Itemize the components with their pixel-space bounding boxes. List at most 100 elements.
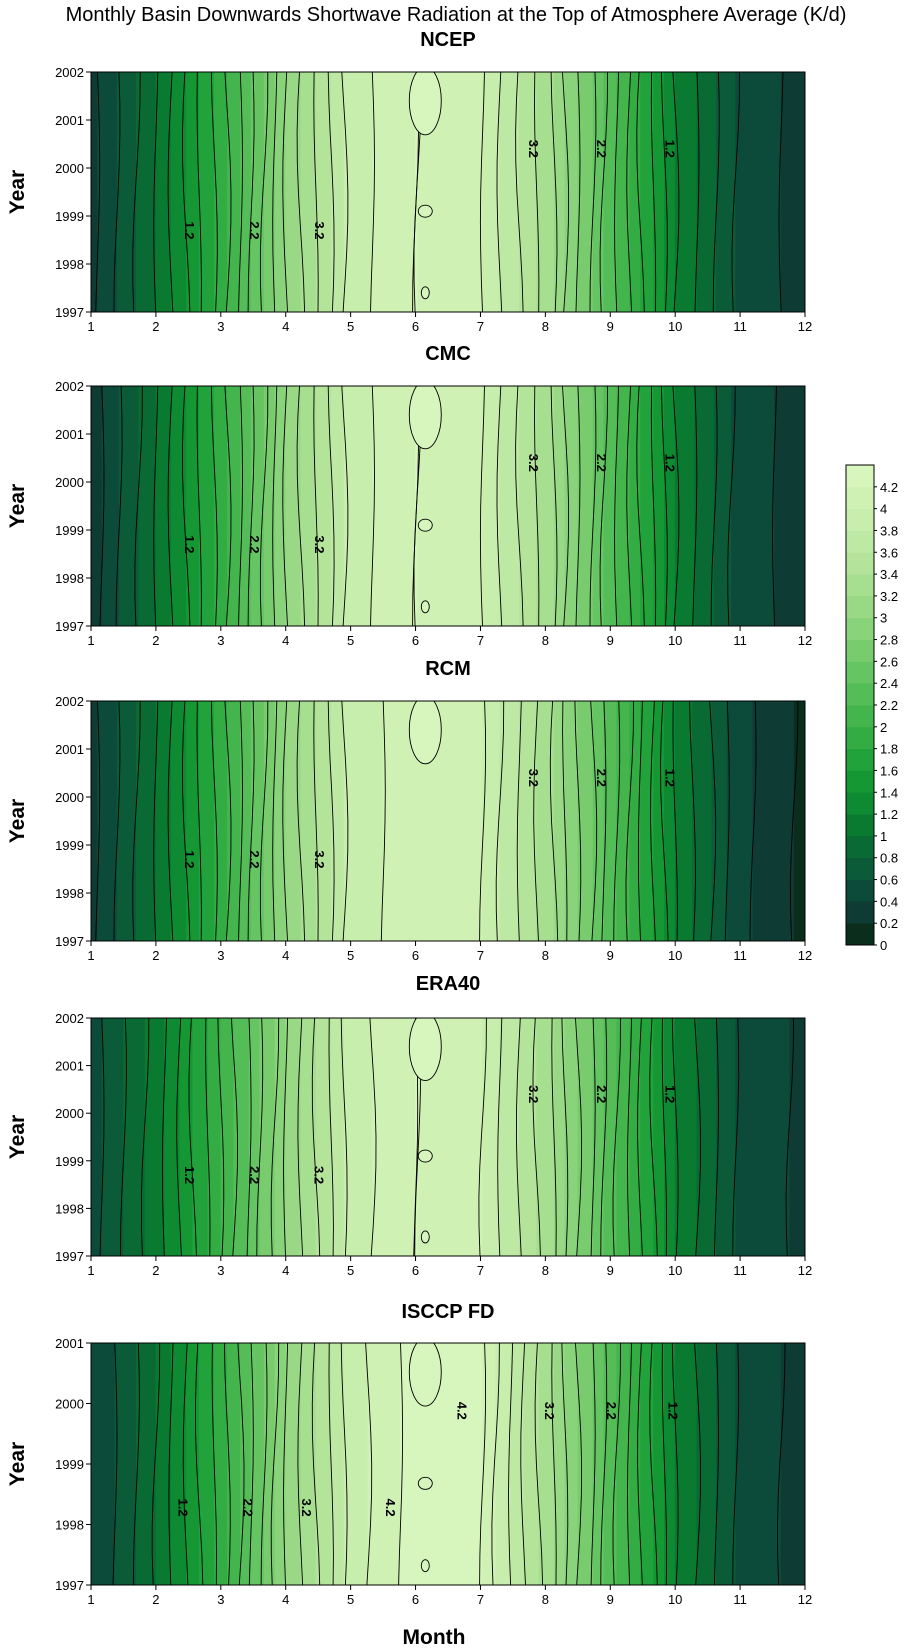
contour-line — [713, 1018, 719, 1256]
contour-band — [343, 386, 373, 626]
y-tick-label: 2000 — [55, 161, 84, 176]
contour-band — [239, 1343, 252, 1585]
contour-line — [296, 72, 306, 312]
colorbar-swatch — [846, 595, 874, 619]
x-tick-label: 6 — [412, 633, 419, 648]
contour-line — [99, 1018, 105, 1256]
colorbar: 0 0.2 0.4 0.6 0.8 1 1.2 1.4 1.6 1.8 2 2.2 2.4 2.6 2.8 3… — [845, 464, 898, 953]
contour-line — [713, 1343, 719, 1585]
y-tick-label: 2002 — [55, 1011, 84, 1026]
contour-line — [196, 72, 202, 312]
contour-line — [182, 1343, 189, 1585]
contour-line — [246, 1018, 252, 1256]
contour-band — [735, 1343, 782, 1585]
contour-line — [613, 701, 621, 941]
y-tick-label: 1998 — [55, 571, 84, 586]
x-tick-label: 7 — [477, 948, 484, 963]
contour-line — [341, 386, 349, 626]
x-tick-label: 1 — [87, 1263, 94, 1278]
contour-line — [614, 386, 620, 626]
y-tick-label: 2001 — [55, 1059, 84, 1074]
contour-band — [123, 1018, 146, 1256]
contour-line — [599, 72, 609, 312]
x-tick-label: 1 — [87, 1592, 94, 1607]
contour-line — [132, 72, 141, 312]
contour-line — [210, 386, 218, 626]
contour-band — [116, 701, 137, 941]
contour-line — [365, 1343, 373, 1585]
contour-line — [167, 386, 174, 626]
contour-label: 3.2 — [312, 850, 327, 868]
contour-label: 1.2 — [175, 1499, 190, 1517]
contour-label: 1.2 — [182, 535, 197, 553]
contour-line — [272, 701, 278, 941]
contour-label: 2.2 — [247, 221, 262, 239]
colorbar-swatch — [846, 530, 874, 553]
contour-line — [237, 1343, 245, 1585]
contour-line — [650, 701, 656, 941]
y-tick-label: 2001 — [55, 742, 84, 757]
contour-band — [674, 701, 693, 941]
x-tick-label: 3 — [217, 1263, 224, 1278]
x-tick-label: 12 — [798, 1592, 812, 1607]
colorbar-swatch — [846, 726, 874, 749]
y-axis-label: Year — [6, 1115, 29, 1159]
y-tick-label: 2000 — [55, 1397, 84, 1412]
y-tick-label: 1998 — [55, 1518, 84, 1533]
contour-band — [179, 1018, 193, 1256]
contour-line — [562, 386, 570, 626]
y-tick-label: 2001 — [55, 427, 84, 442]
colorbar-tick-label: 4.2 — [880, 480, 898, 495]
contour-band — [577, 72, 594, 312]
contour-line — [515, 72, 524, 312]
colorbar-tick-label: 0.8 — [880, 851, 898, 866]
contour-band — [735, 1018, 791, 1256]
contour-line — [196, 701, 202, 941]
contour-band — [603, 1343, 618, 1585]
plot-frame — [90, 385, 806, 627]
colorbar-tick-label: 2.2 — [880, 698, 898, 713]
contour-band — [519, 72, 538, 312]
contour-line — [113, 72, 121, 312]
contour-line — [272, 72, 278, 312]
colorbar-swatch — [846, 508, 874, 531]
contour-band — [510, 1343, 525, 1585]
x-tick-label: 10 — [668, 1592, 682, 1607]
contour-band — [315, 1343, 332, 1585]
contour-band — [185, 1343, 200, 1585]
contour-band — [793, 701, 805, 941]
contour-band — [315, 386, 332, 626]
y-tick-label: 1997 — [55, 619, 84, 634]
contour-line — [479, 1343, 487, 1585]
contour-band — [285, 1343, 302, 1585]
contour-band — [735, 72, 782, 312]
contour-line — [709, 701, 717, 941]
contour-line — [561, 1018, 569, 1256]
contour-line — [161, 1018, 167, 1256]
contour-line — [210, 701, 218, 941]
contour-band — [553, 1018, 566, 1256]
contour-band — [198, 1343, 215, 1585]
contour-label: 2.2 — [240, 1499, 255, 1517]
colorbar-tick-label: 2.8 — [880, 633, 898, 648]
y-axis-label: Year — [6, 170, 29, 214]
contour-band — [577, 1018, 594, 1256]
contour-label: 2.2 — [594, 454, 609, 472]
contour-band — [116, 72, 137, 312]
contour-band — [715, 1018, 737, 1256]
contour-line — [270, 1018, 280, 1256]
contour-line — [637, 1343, 643, 1585]
contour-line — [370, 386, 375, 626]
contour-band — [315, 1018, 332, 1256]
contour-band — [239, 701, 252, 941]
contour-line — [313, 701, 319, 941]
contour-band — [592, 1343, 605, 1585]
colorbar-tick-label: 0 — [880, 938, 887, 953]
y-axis-label: Year — [6, 1442, 29, 1486]
contour-band — [499, 386, 520, 626]
x-tick-label: 4 — [282, 319, 289, 334]
contour-band — [664, 1343, 676, 1585]
x-tick-label: 10 — [668, 948, 682, 963]
contour-line — [626, 72, 633, 312]
contour-line — [777, 1343, 786, 1585]
